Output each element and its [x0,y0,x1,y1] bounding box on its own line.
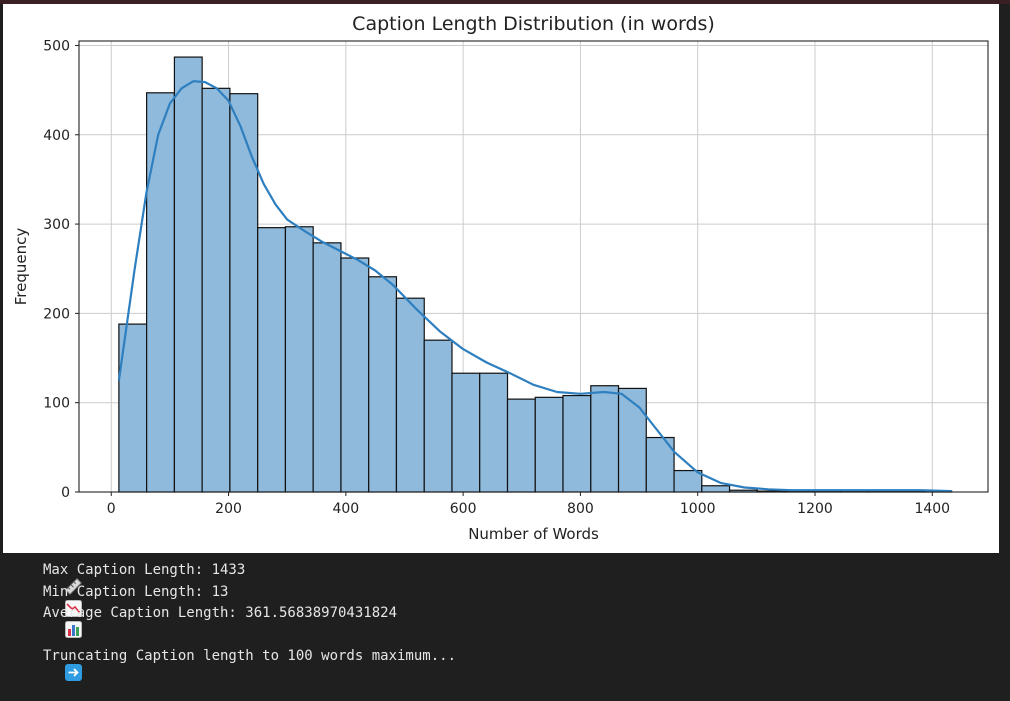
histogram-bar [201,87,231,493]
x-tick-label: 1400 [914,501,950,517]
right-arrow-icon [14,648,82,681]
max-caption-text: Max Caption Length: 1433 [43,562,246,578]
truncate-text: Truncating Caption length to 100 words m… [43,648,457,664]
histogram-bar [617,387,647,493]
y-tick-label: 200 [43,306,70,322]
x-tick-label: 400 [332,501,359,517]
y-tick-label: 100 [43,396,70,412]
histogram-bar [506,398,536,493]
x-tick-label: 600 [450,501,477,517]
y-tick-label: 300 [43,217,70,233]
histogram-bar [284,226,314,493]
min-caption-text: Min Caption Length: 13 [43,584,229,600]
histogram-bar [146,92,176,493]
y-tick-label: 400 [43,128,70,144]
histogram-bar [701,485,731,493]
chart-figure: 0 200 400 600 800 1000 1200 1400 0 100 200 300 400 50… [3,4,999,553]
histogram-bar [590,385,620,493]
x-tick-label: 1000 [680,501,716,517]
top-strip [0,0,1010,4]
output-line-truncate: Truncating Caption length to 100 words m… [14,646,457,681]
output-line-avg: Average Caption Length: 361.568389704318… [14,603,398,638]
chart-title: Caption Length Distribution (in words) [352,13,715,35]
histogram-bar [534,396,564,493]
histogram-bar [673,469,703,493]
histogram-bar [423,339,453,493]
x-tick-label: 1200 [797,501,833,517]
y-tick-label: 0 [61,485,70,501]
cell-output: Max Caption Length: 1433 Min Caption Len… [0,556,1010,681]
histogram-bar [562,394,592,493]
ruler-icon [14,562,82,595]
avg-caption-text: Average Caption Length: 361.568389704318… [43,605,398,621]
histogram-svg: 0 200 400 600 800 1000 1200 1400 0 100 200 300 400 50… [12,13,989,543]
x-axis-label: Number of Words [468,525,599,543]
output-line-min: Min Caption Length: 13 [14,582,229,617]
histogram-bar [368,276,398,493]
x-tick-label: 200 [215,501,242,517]
histogram-bar [173,56,203,493]
chart-decreasing-icon [14,584,82,617]
bar-chart-icon [14,605,82,638]
histogram-bar [229,93,259,493]
plot-frame [78,40,989,493]
histogram-bar [451,372,481,493]
output-line-max: Max Caption Length: 1433 [14,560,246,595]
kde-curve [117,80,952,493]
histogram-bar [257,227,287,493]
histogram-bar [395,297,425,493]
histogram-bar [479,372,509,493]
x-tick-label: 0 [107,501,116,517]
histogram-bar [312,242,342,493]
histogram-bar [340,257,370,493]
y-axis-label: Frequency [12,228,30,306]
y-tick-label: 500 [43,38,70,54]
x-tick-label: 800 [567,501,594,517]
